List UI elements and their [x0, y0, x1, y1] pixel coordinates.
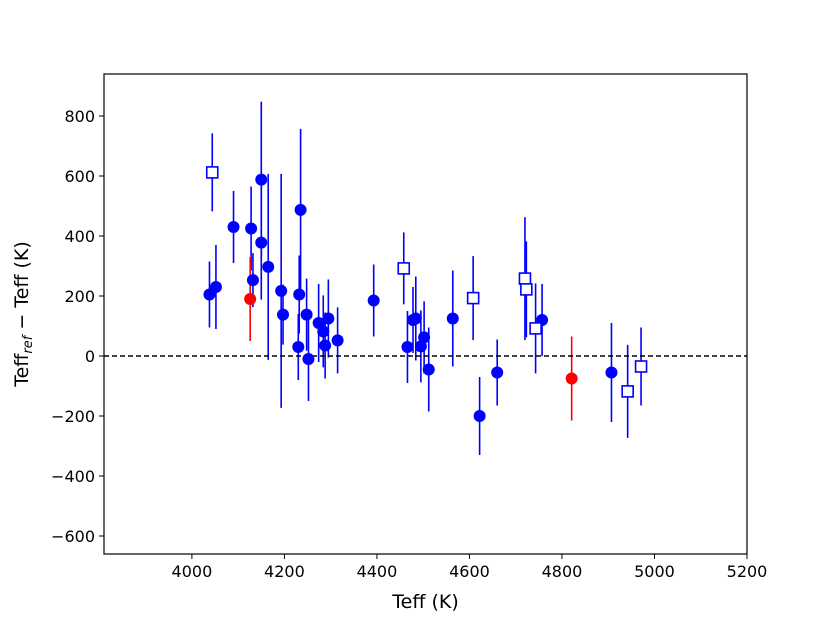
data-point — [255, 173, 268, 186]
data-point — [262, 260, 275, 273]
data-point — [491, 366, 504, 379]
x-tick-label: 5000 — [634, 562, 675, 581]
data-point — [246, 274, 259, 287]
data-point-square — [397, 262, 411, 275]
data-point — [446, 312, 459, 325]
x-tick-label: 5200 — [727, 562, 768, 581]
y-tick-label: −400 — [51, 467, 95, 486]
y-tick-label: 200 — [64, 287, 95, 306]
data-point — [294, 203, 307, 216]
data-point — [277, 308, 290, 321]
data-point — [244, 293, 257, 305]
data-point — [255, 236, 268, 249]
y-tick-label: 400 — [64, 227, 95, 246]
data-point — [319, 339, 332, 352]
y-tick-label: 600 — [64, 167, 95, 186]
x-tick-label: 4000 — [172, 562, 213, 581]
data-point-square — [466, 291, 480, 305]
x-tick-label: 4600 — [449, 562, 490, 581]
data-point — [401, 341, 414, 353]
data-point — [300, 308, 313, 321]
data-point — [317, 325, 330, 338]
data-point — [292, 341, 305, 353]
y-axis-label: Teffref − Teff (K) — [11, 241, 36, 388]
y-tick-label: −200 — [51, 407, 95, 426]
data-point-square — [205, 166, 219, 179]
data-point — [565, 372, 578, 385]
data-point-square — [621, 385, 634, 398]
data-point — [331, 334, 344, 347]
data-point — [409, 312, 422, 325]
data-point — [209, 281, 222, 293]
data-point — [418, 331, 431, 344]
x-axis-label: Teff (K) — [391, 591, 458, 613]
data-point — [227, 221, 240, 233]
data-point — [473, 410, 486, 422]
data-point — [422, 363, 435, 376]
data-point — [414, 340, 427, 353]
x-axis-ticks: 4000 4200 4400 4600 4800 5000 5200 — [172, 554, 768, 581]
data-point-square — [529, 322, 542, 335]
x-tick-label: 4400 — [357, 562, 398, 581]
error-bars-layer — [208, 101, 642, 455]
data-point — [605, 366, 618, 379]
data-point — [275, 284, 288, 297]
y-axis-ticks: 800 600 400 200 0 −200 −400 −600 — [51, 107, 104, 546]
data-point — [367, 294, 380, 307]
data-point — [302, 353, 315, 365]
data-point-square — [518, 272, 532, 285]
data-point — [322, 312, 335, 325]
y-tick-label: 0 — [85, 347, 95, 366]
data-point-square — [634, 360, 648, 373]
data-point-square — [520, 283, 533, 296]
data-points-layer — [203, 166, 648, 422]
y-tick-label: −600 — [51, 527, 95, 546]
plot-frame — [103, 73, 748, 555]
x-tick-label: 4800 — [542, 562, 583, 581]
data-point — [293, 288, 306, 301]
y-tick-label: 800 — [64, 107, 95, 126]
data-point — [245, 222, 258, 235]
x-tick-label: 4200 — [264, 562, 305, 581]
